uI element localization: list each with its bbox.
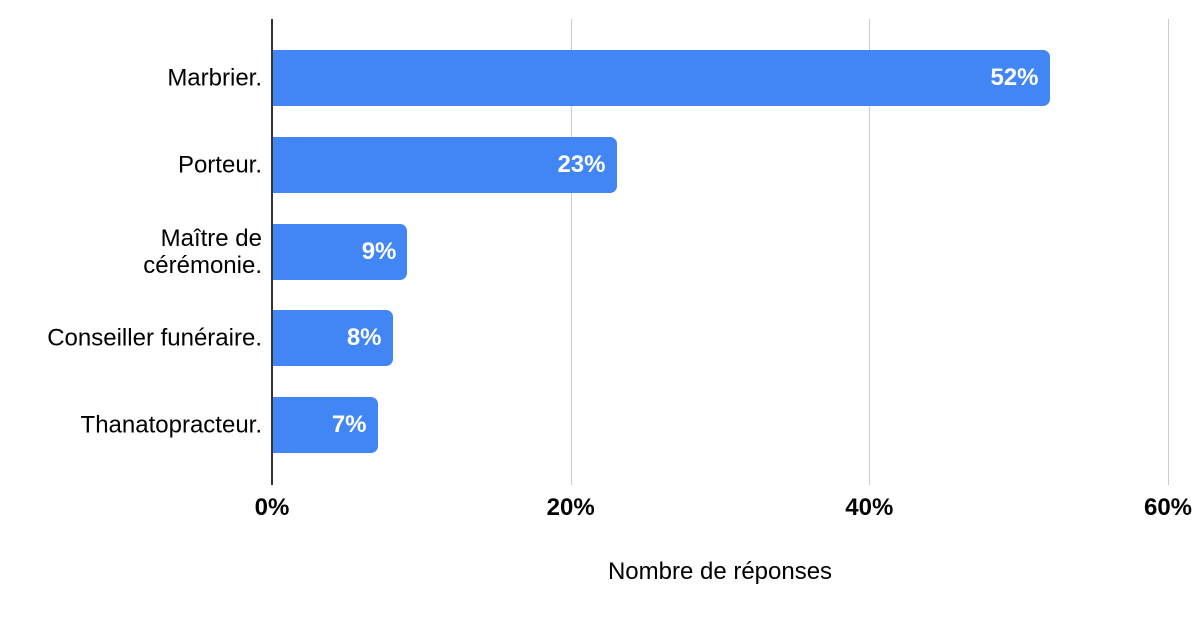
- bar-conseiller-funeraire: 8%: [273, 310, 393, 366]
- bar-value-label: 9%: [361, 238, 397, 265]
- x-axis-tick-20: 20%: [546, 494, 595, 521]
- bar-value-label: 8%: [346, 324, 382, 351]
- bar-value-label: 7%: [331, 411, 367, 438]
- bar-thanatopracteur: 7%: [273, 397, 378, 453]
- category-label-thanatopracteur: Thanatopracteur.: [80, 411, 262, 439]
- plot-area: 52% 23% 9% 8% 7%: [271, 19, 1169, 485]
- bar-marbrier: 52%: [273, 50, 1050, 106]
- gridline-60: [1168, 19, 1169, 485]
- bar-value-label: 23%: [557, 151, 606, 178]
- bar-porteur: 23%: [273, 137, 617, 193]
- x-axis-tick-0: 0%: [254, 494, 290, 521]
- category-label-porteur: Porteur.: [177, 151, 262, 179]
- bar-maitre-de-ceremonie: 9%: [273, 224, 408, 280]
- category-label-marbrier: Marbrier.: [167, 64, 262, 92]
- x-axis-title: Nombre de réponses: [607, 558, 833, 585]
- x-axis-ticks: 0% 20% 40% 60%: [255, 494, 1192, 524]
- gridline-40: [869, 19, 871, 485]
- category-label-maitre-de-ceremonie: Maître de cérémonie.: [143, 225, 262, 279]
- x-axis-tick-40: 40%: [845, 494, 894, 521]
- bar-value-label: 52%: [990, 64, 1039, 91]
- y-axis-baseline: [271, 19, 273, 485]
- x-axis-tick-60: 60%: [1143, 494, 1193, 521]
- gridline-20: [570, 19, 572, 485]
- category-label-conseiller-funeraire: Conseiller funéraire.: [47, 324, 262, 352]
